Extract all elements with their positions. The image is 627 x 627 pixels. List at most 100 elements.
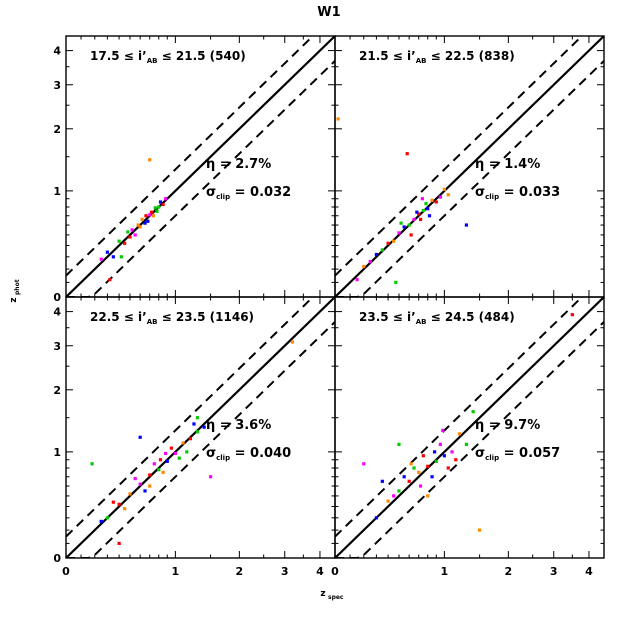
- sigma-symbol: σ: [475, 185, 485, 200]
- data-point: [407, 479, 411, 483]
- data-point: [208, 475, 213, 479]
- data-point: [138, 225, 142, 229]
- data-point: [464, 223, 469, 227]
- sigma-symbol: σ: [206, 185, 216, 200]
- y-tick-label: 4: [53, 306, 61, 319]
- data-point: [368, 260, 372, 264]
- data-point: [430, 475, 434, 479]
- data-point: [188, 437, 193, 441]
- sigma-subscript: clip: [485, 454, 499, 462]
- data-point: [155, 209, 159, 213]
- data-point: [426, 464, 430, 468]
- data-point: [151, 214, 156, 218]
- x-tick-label: 3: [281, 565, 289, 578]
- panel-sigma: σclip = 0.032: [206, 185, 291, 201]
- mag-subscript: AB: [147, 318, 158, 326]
- x-axis-label: z spec: [320, 589, 344, 601]
- data-point: [157, 205, 161, 209]
- upper-outlier-line: [335, 36, 584, 277]
- x-tick-label: 2: [505, 565, 513, 578]
- data-point: [418, 217, 423, 222]
- data-point: [434, 200, 438, 204]
- panel-plot-area: [66, 297, 335, 558]
- data-point: [148, 484, 152, 488]
- panel-sigma: σclip = 0.040: [206, 446, 291, 462]
- data-point: [158, 458, 163, 462]
- data-point: [426, 207, 430, 211]
- mag-text: ≤ 23.5 (1146): [157, 310, 254, 324]
- data-point: [355, 278, 359, 282]
- upper-outlier-line: [66, 36, 315, 277]
- y-axis-label: z phot: [9, 279, 21, 302]
- upper-outlier-line: [66, 297, 315, 538]
- data-point: [148, 213, 152, 217]
- data-point: [386, 499, 390, 503]
- x-tick-label: 1: [172, 565, 180, 578]
- data-point: [128, 235, 132, 239]
- data-point: [412, 217, 416, 222]
- data-point: [111, 500, 115, 504]
- data-point: [165, 459, 169, 463]
- data-point: [192, 422, 196, 426]
- data-point: [450, 450, 454, 454]
- data-point: [169, 446, 173, 450]
- data-point: [177, 456, 181, 460]
- sigma-value: = 0.040: [230, 446, 291, 461]
- data-point: [409, 233, 413, 237]
- sigma-subscript: clip: [216, 454, 230, 462]
- data-point: [143, 221, 147, 225]
- data-point: [161, 202, 165, 207]
- data-point: [392, 239, 396, 243]
- data-point: [397, 489, 401, 493]
- data-point: [409, 462, 413, 466]
- y-tick-label: 3: [53, 79, 61, 92]
- data-point: [417, 212, 421, 216]
- panel-mag-range: 22.5 ≤ i’AB ≤ 23.5 (1146): [90, 310, 254, 326]
- data-point: [427, 214, 432, 218]
- data-point: [336, 117, 340, 121]
- figure-title: W1: [317, 5, 340, 20]
- data-point: [195, 430, 200, 434]
- data-point: [133, 233, 137, 237]
- y-tick-label: 2: [53, 123, 61, 136]
- sigma-symbol: σ: [206, 446, 216, 461]
- panel-plot-area: [335, 36, 604, 297]
- data-point: [146, 219, 150, 223]
- data-point: [399, 221, 403, 225]
- data-point: [570, 313, 574, 317]
- data-point: [126, 230, 130, 234]
- mag-subscript: AB: [416, 318, 427, 326]
- data-point: [442, 187, 446, 191]
- y-axis-label-sub: phot: [14, 279, 21, 295]
- data-point: [158, 200, 163, 204]
- y-tick-label: 2: [53, 384, 61, 397]
- x-tick-label: 4: [316, 565, 324, 578]
- data-point: [157, 468, 161, 472]
- data-point: [421, 454, 425, 458]
- data-point: [117, 541, 121, 546]
- panel-sigma: σclip = 0.057: [475, 446, 560, 462]
- one-to-one-line: [335, 297, 604, 558]
- mag-text: ≤ 21.5 (540): [157, 49, 245, 63]
- y-tick-label: 1: [53, 185, 61, 198]
- data-point: [149, 210, 154, 214]
- data-point: [136, 223, 140, 227]
- data-point: [424, 202, 428, 206]
- data-point: [402, 475, 406, 479]
- data-point: [195, 416, 200, 420]
- data-point: [153, 206, 157, 210]
- data-point: [99, 257, 103, 261]
- data-point: [421, 208, 425, 213]
- sigma-value: = 0.032: [230, 185, 291, 200]
- data-point: [446, 193, 450, 197]
- data-point: [386, 241, 390, 245]
- data-point: [380, 479, 384, 483]
- data-point: [173, 451, 177, 456]
- panel-frame: [334, 296, 605, 559]
- mag-text: 23.5 ≤ i’: [359, 310, 416, 324]
- y-tick-label: 3: [53, 340, 61, 353]
- sigma-subscript: clip: [485, 193, 499, 201]
